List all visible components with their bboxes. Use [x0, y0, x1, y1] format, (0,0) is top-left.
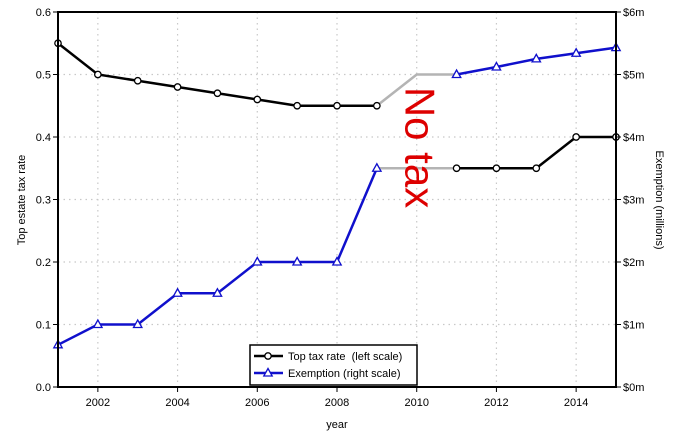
legend-label-exemption: Exemption (right scale): [288, 368, 401, 380]
left-axis-ticks: 0.0 0.1 0.2 0.3 0.4 0.5 0.6: [36, 7, 58, 394]
exemption-point-2005: [212, 287, 223, 297]
legend-label-tax-rate: Top tax rate (left scale): [288, 351, 402, 363]
right-tick-label-6: $6m: [623, 7, 644, 19]
tax-rate-point-2004: [173, 83, 182, 91]
right-axis-ticks: $0m $1m $2m $3m $4m $5m $6m: [616, 7, 644, 394]
left-tick-label-2: 0.2: [36, 257, 51, 269]
x-tick-label-5: 2012: [484, 397, 508, 409]
right-tick-label-3: $3m: [623, 195, 644, 207]
legend: Top tax rate (left scale) Exemption (rig…: [249, 344, 418, 386]
x-tick-label-0: 2002: [86, 397, 110, 409]
tax-rate-point-2006: [253, 95, 262, 104]
tax-rate-point-2008: [333, 101, 341, 110]
x-axis-title: year: [326, 419, 348, 431]
x-tick-label-4: 2010: [404, 397, 428, 409]
left-tick-label-5: 0.5: [36, 70, 51, 82]
tax-rate-point-2007: [293, 101, 301, 110]
exemption-point-2013: [530, 53, 542, 63]
exemption-line-segment-0: [57, 167, 379, 346]
exemption-point-2008: [331, 256, 343, 266]
legend-box: [249, 344, 418, 386]
exemption-point-2009: [371, 162, 383, 172]
tax-rate-point-2005: [213, 89, 222, 98]
right-tick-label-5: $5m: [623, 70, 644, 82]
left-tick-label-1: 0.1: [36, 320, 51, 332]
x-tick-label-2: 2006: [245, 397, 269, 409]
gap-line-upper: [376, 73, 457, 107]
right-tick-label-4: $4m: [623, 132, 644, 144]
exemption-point-2011: [451, 68, 462, 79]
left-axis-title: Top estate tax rate: [16, 155, 28, 246]
x-tick-label-1: 2004: [165, 397, 189, 409]
tax-rate-point-2009: [373, 101, 381, 110]
exemption-point-2012: [491, 61, 502, 71]
exemption-point-2006: [251, 256, 263, 266]
right-tick-label-1: $1m: [623, 320, 644, 332]
tax-rate-point-2003: [133, 76, 142, 85]
x-axis-ticks: 2002 2004 2006 2008 2010 2012 2014: [86, 387, 588, 409]
grid-lines: [58, 11, 616, 388]
exemption-point-2007: [291, 256, 303, 266]
x-tick-label-3: 2008: [325, 397, 349, 409]
right-tick-label-0: $0m: [623, 382, 644, 394]
exemption-point-2004: [172, 287, 183, 297]
tax-rate-point-2013: [532, 164, 541, 173]
exemption-point-2003: [132, 318, 144, 329]
tax-rate-point-2014: [572, 133, 580, 141]
exemption-point-2002: [92, 318, 104, 329]
legend-marker-exemption: [262, 367, 274, 377]
no-tax-gap-lines: [376, 73, 457, 170]
tax-rate-point-2011: [452, 164, 461, 173]
tax-rate-line-segment-1: [456, 135, 616, 170]
right-axis-title: Exemption (millions): [653, 150, 665, 249]
right-tick-label-2: $2m: [623, 257, 644, 269]
exemption-point-2014: [570, 47, 582, 57]
left-tick-label-4: 0.4: [36, 132, 51, 144]
left-tick-label-0: 0.0: [36, 382, 51, 394]
tax-rate-point-2002: [94, 70, 102, 79]
legend-marker-tax-rate: [264, 352, 272, 360]
left-tick-label-3: 0.3: [36, 195, 51, 207]
left-tick-label-6: 0.6: [36, 7, 51, 19]
no-tax-annotation: No tax: [397, 87, 444, 208]
x-tick-label-6: 2014: [564, 397, 588, 409]
tax-rate-point-2012: [492, 164, 501, 173]
